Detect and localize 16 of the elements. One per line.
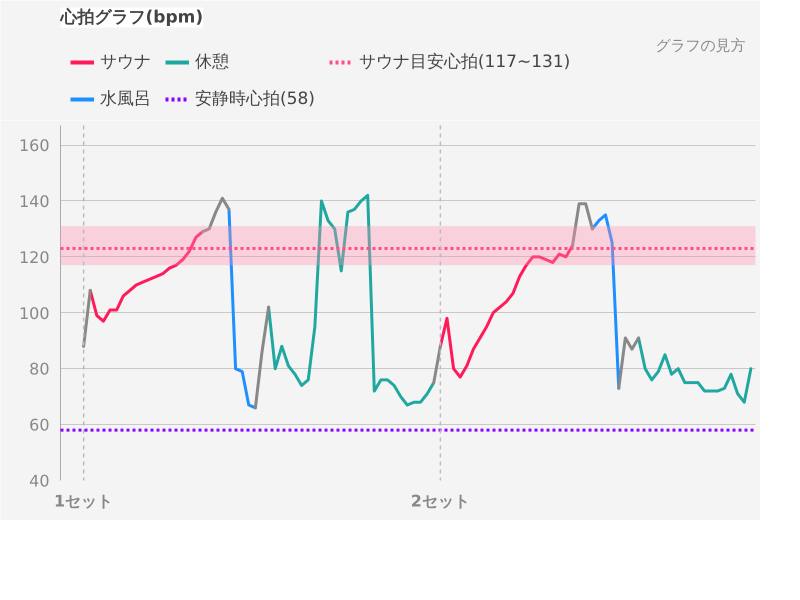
y-tick-label: 60: [29, 416, 50, 435]
x-tick-label: 1セット: [54, 492, 114, 510]
y-tick-label: 100: [18, 304, 50, 323]
y-tick-label: 140: [18, 192, 50, 211]
x-tick-label: 2セット: [410, 492, 470, 510]
legend-label: 休憩: [195, 51, 229, 73]
legend-label: サウナ: [100, 51, 151, 73]
legend-label: 安静時心拍(58): [195, 88, 315, 110]
y-tick-label: 40: [29, 472, 50, 490]
y-tick-label: 120: [18, 248, 50, 267]
legend-label: サウナ目安心拍(117~131): [358, 51, 570, 73]
y-tick-label: 160: [18, 136, 50, 156]
y-tick-label: 80: [29, 360, 50, 379]
legend-label: 水風呂: [100, 88, 151, 110]
chart-title: 心拍グラフ(bpm): [60, 8, 204, 28]
text: グラフの見方: [656, 36, 746, 54]
